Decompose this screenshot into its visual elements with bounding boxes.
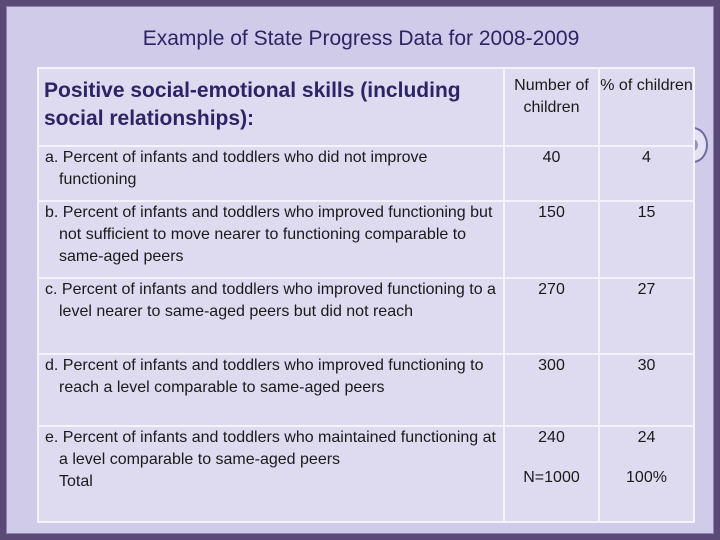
row-label: d. Percent of infants and toddlers who i… <box>45 356 484 396</box>
row-label: c. Percent of infants and toddlers who i… <box>45 280 496 320</box>
row-label: a. Percent of infants and toddlers who d… <box>45 149 428 189</box>
row-number: 300 <box>503 352 600 427</box>
outcome-heading: Positive social-emotional skills (includ… <box>37 66 505 148</box>
slide: Example of State Progress Data for 2008-… <box>6 6 714 534</box>
table-row: e. Percent of infants and toddlers who m… <box>37 424 695 524</box>
table-row: b. Percent of infants and toddlers who i… <box>37 200 695 279</box>
row-number: 40 <box>503 145 600 203</box>
slide-title: Example of State Progress Data for 2008-… <box>142 27 580 50</box>
column-header-percent: % of children <box>598 66 695 148</box>
total-number: N=1000 <box>523 468 580 486</box>
row-percent: 24 <box>637 428 656 446</box>
table-row: d. Percent of infants and toddlers who i… <box>37 352 695 427</box>
row-number: 240 <box>538 428 565 446</box>
table-header-row: Positive social-emotional skills (includ… <box>37 66 695 148</box>
row-percent: 27 <box>598 276 695 355</box>
row-number: 270 <box>503 276 600 355</box>
total-label: Total <box>59 472 93 490</box>
row-percent: 30 <box>598 352 695 427</box>
table-row: c. Percent of infants and toddlers who i… <box>37 276 695 355</box>
row-label: b. Percent of infants and toddlers who i… <box>45 204 493 266</box>
row-percent: 4 <box>598 145 695 203</box>
total-percent: 100% <box>626 468 667 486</box>
row-percent: 15 <box>598 200 695 279</box>
column-header-number: Number of children <box>503 66 600 148</box>
table-row: a. Percent of infants and toddlers who d… <box>37 145 695 203</box>
progress-data-table: Positive social-emotional skills (includ… <box>37 66 695 524</box>
row-number: 150 <box>503 200 600 279</box>
row-label: e. Percent of infants and toddlers who m… <box>45 428 496 468</box>
